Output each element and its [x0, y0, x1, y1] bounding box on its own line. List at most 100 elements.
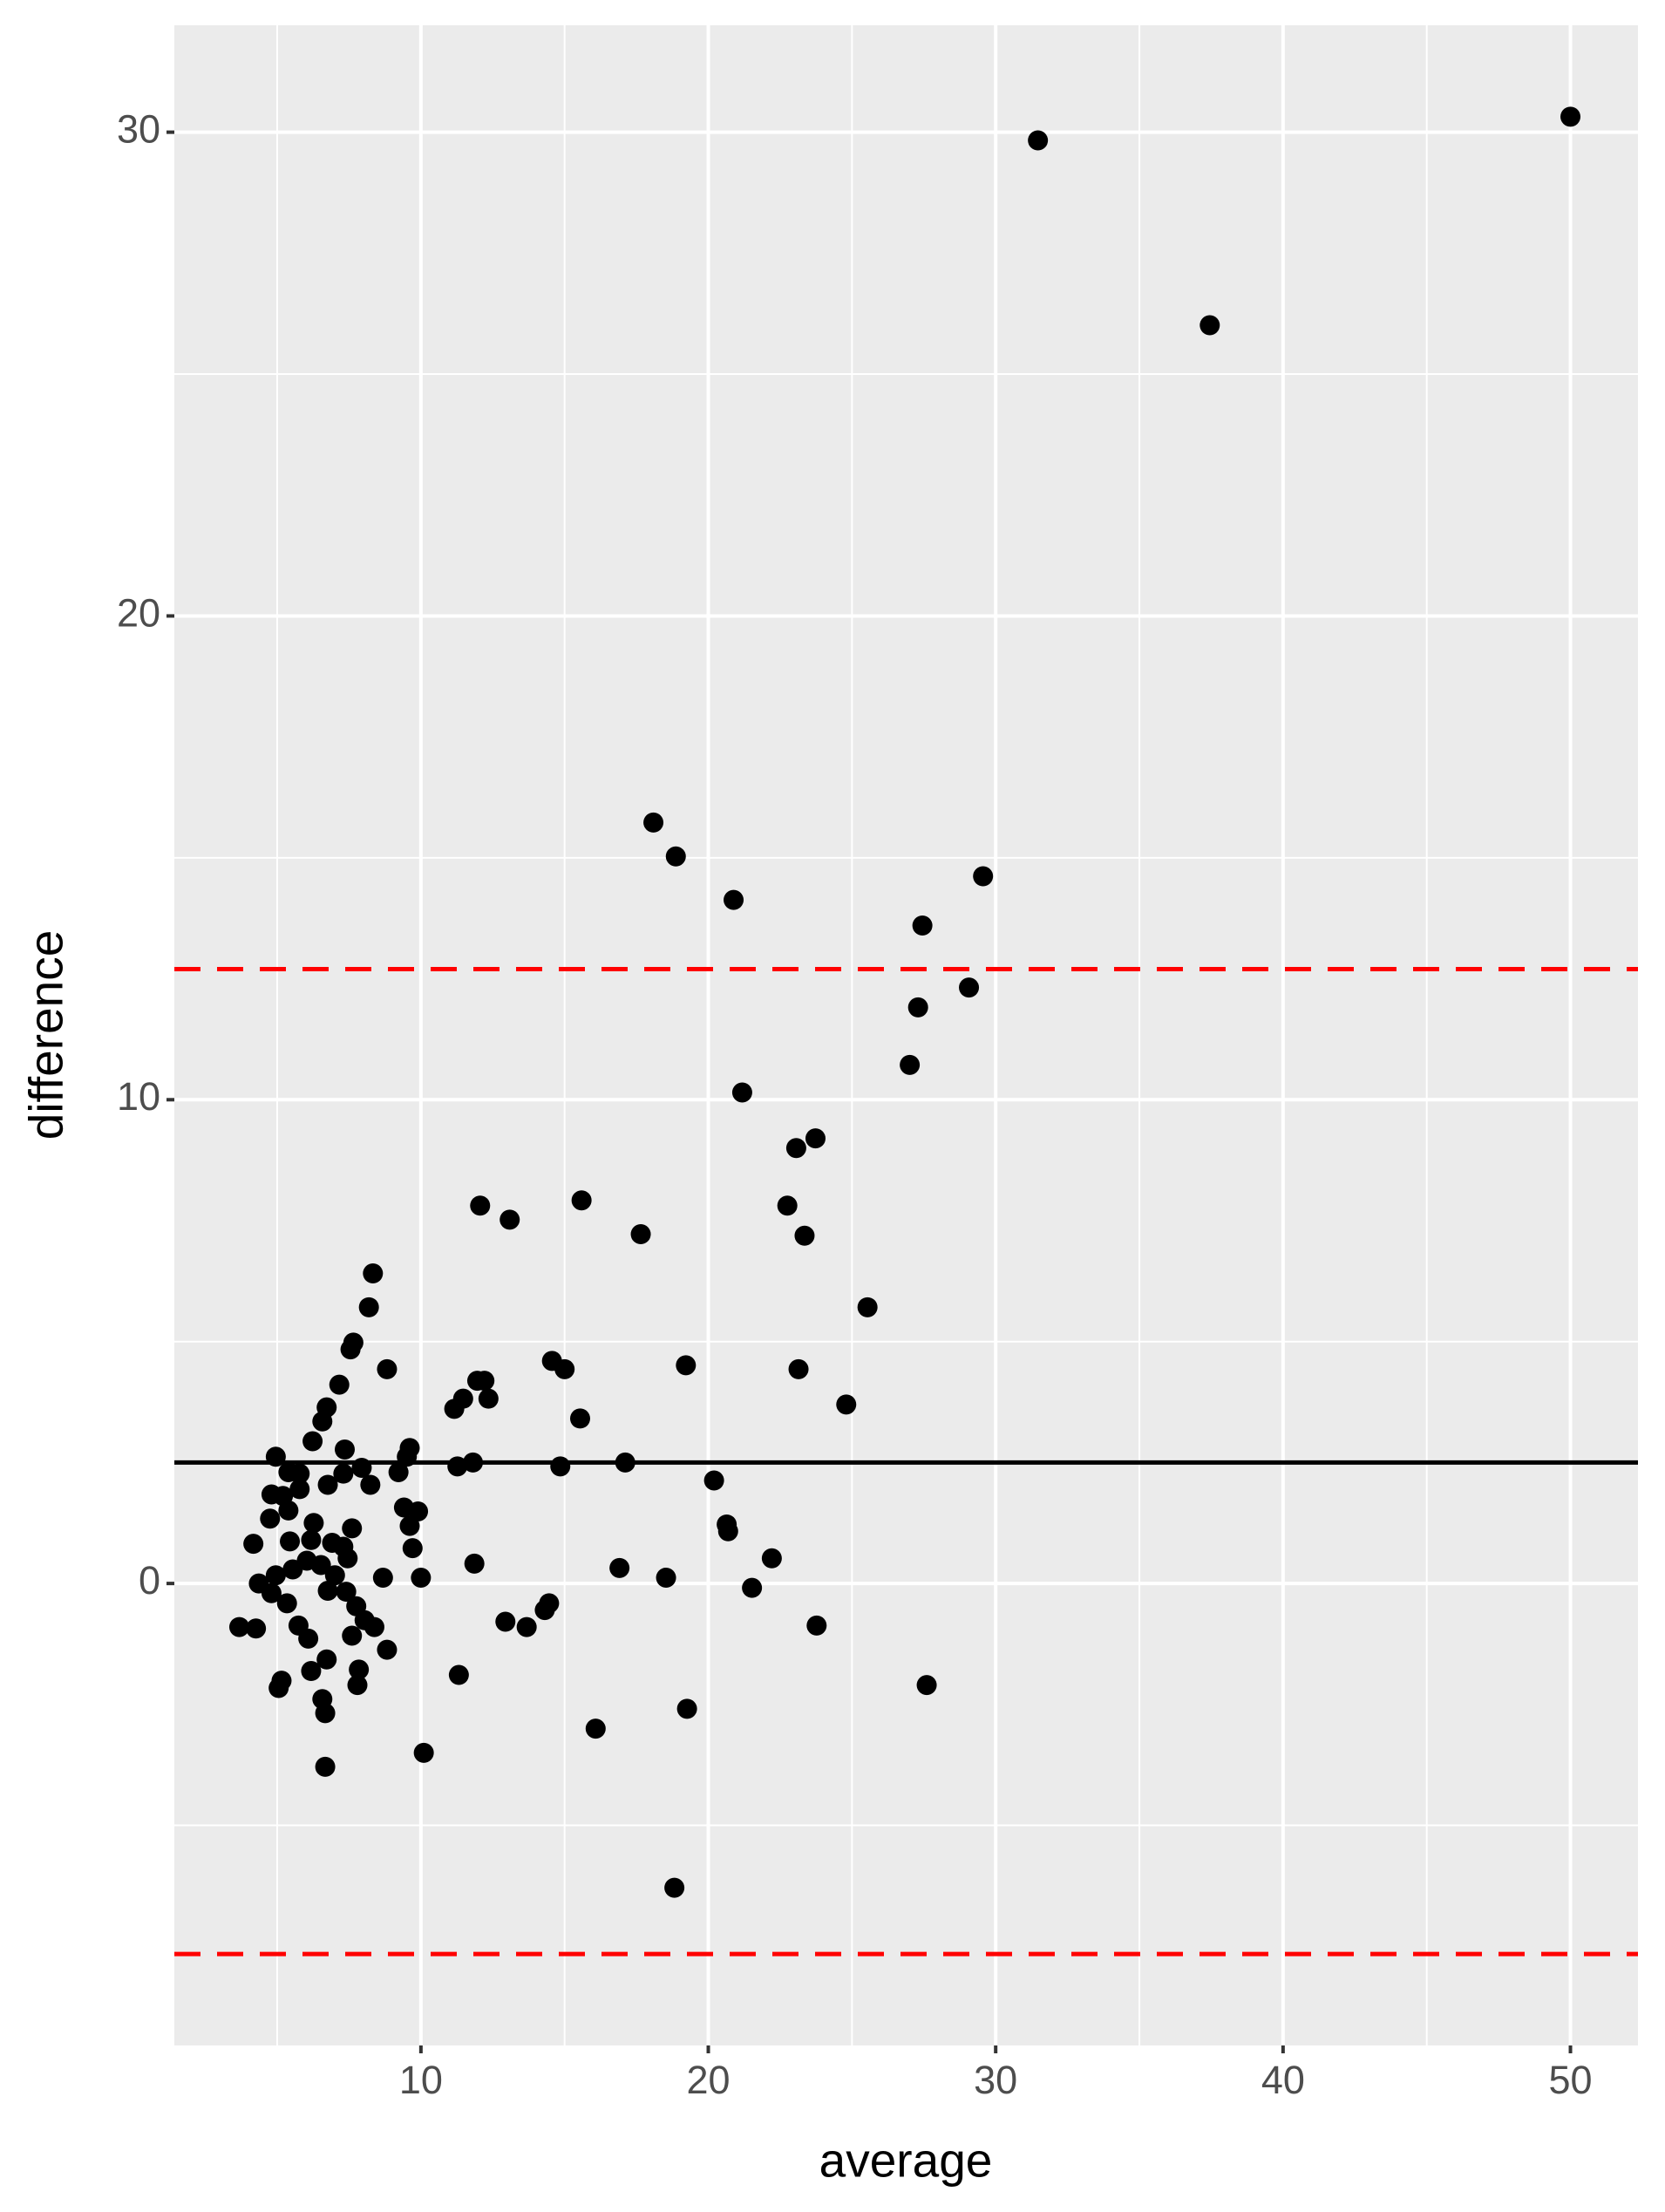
point — [973, 866, 994, 887]
point — [316, 1649, 337, 1670]
point — [474, 1371, 495, 1392]
point — [539, 1593, 560, 1614]
point — [900, 1054, 921, 1075]
point — [243, 1534, 264, 1555]
point — [724, 889, 744, 910]
point — [301, 1661, 322, 1682]
point — [298, 1628, 319, 1649]
point — [1560, 106, 1581, 127]
point — [340, 1339, 361, 1360]
point — [280, 1531, 301, 1552]
point — [363, 1263, 384, 1283]
point — [268, 1678, 289, 1698]
x-tick-label: 40 — [1261, 2058, 1305, 2102]
x-axis-title: average — [819, 2134, 993, 2188]
point — [377, 1358, 398, 1379]
point — [571, 1190, 592, 1211]
y-tick-label: 20 — [117, 590, 160, 635]
point — [360, 1474, 381, 1495]
point — [229, 1616, 250, 1637]
x-tick-label: 50 — [1548, 2058, 1592, 2102]
point — [630, 1224, 651, 1245]
point — [478, 1388, 499, 1409]
point — [447, 1456, 468, 1477]
point — [788, 1358, 809, 1379]
point — [377, 1639, 398, 1660]
point — [315, 1756, 336, 1777]
point — [609, 1557, 630, 1578]
x-tick-label: 30 — [974, 2058, 1017, 2102]
point — [907, 997, 928, 1018]
y-axis-title: difference — [19, 930, 73, 1140]
point — [317, 1474, 338, 1495]
point — [785, 1138, 806, 1159]
point — [336, 1582, 357, 1603]
point — [857, 1297, 878, 1317]
point — [310, 1555, 331, 1576]
point — [742, 1577, 763, 1598]
point — [643, 812, 664, 833]
point — [916, 1675, 937, 1696]
point — [260, 1508, 281, 1529]
point — [289, 1479, 310, 1500]
point — [448, 1664, 469, 1685]
point — [324, 1565, 345, 1586]
point — [399, 1515, 420, 1536]
point — [276, 1593, 297, 1614]
point — [278, 1462, 299, 1483]
point — [303, 1513, 324, 1534]
point — [1199, 315, 1220, 336]
point — [470, 1195, 491, 1216]
point — [444, 1399, 465, 1419]
y-tick-label: 30 — [117, 107, 160, 152]
point — [312, 1411, 333, 1432]
point — [794, 1225, 815, 1246]
point — [388, 1462, 409, 1483]
point — [278, 1500, 299, 1521]
point — [342, 1518, 363, 1539]
point — [806, 1615, 827, 1636]
point — [959, 977, 980, 998]
point — [261, 1582, 282, 1603]
point — [358, 1297, 379, 1317]
point — [665, 846, 686, 867]
point — [301, 1529, 322, 1550]
point — [246, 1618, 267, 1639]
point — [408, 1501, 429, 1521]
y-tick-label: 0 — [139, 1558, 160, 1603]
point — [364, 1616, 384, 1637]
point — [329, 1374, 350, 1395]
point — [315, 1703, 336, 1724]
point — [585, 1719, 606, 1739]
point — [550, 1456, 571, 1477]
point — [656, 1567, 676, 1588]
point — [717, 1521, 738, 1542]
point — [317, 1580, 338, 1601]
point — [334, 1439, 355, 1460]
point — [836, 1394, 857, 1415]
point — [676, 1355, 697, 1376]
point — [413, 1742, 434, 1763]
point — [703, 1470, 724, 1491]
point — [372, 1567, 393, 1588]
point — [342, 1625, 363, 1646]
plot-panel — [174, 25, 1638, 2045]
point — [349, 1659, 370, 1680]
point — [912, 915, 933, 936]
point — [554, 1358, 575, 1379]
point — [731, 1082, 752, 1103]
point — [516, 1616, 537, 1637]
point — [500, 1209, 520, 1230]
point — [777, 1195, 798, 1216]
point — [676, 1698, 697, 1719]
point — [761, 1548, 782, 1569]
x-tick-label: 20 — [686, 2058, 730, 2102]
point — [1028, 130, 1049, 151]
point — [411, 1567, 432, 1588]
point — [337, 1548, 358, 1569]
point — [265, 1565, 286, 1586]
x-tick-label: 10 — [399, 2058, 443, 2102]
point — [333, 1463, 354, 1484]
point — [664, 1877, 685, 1898]
